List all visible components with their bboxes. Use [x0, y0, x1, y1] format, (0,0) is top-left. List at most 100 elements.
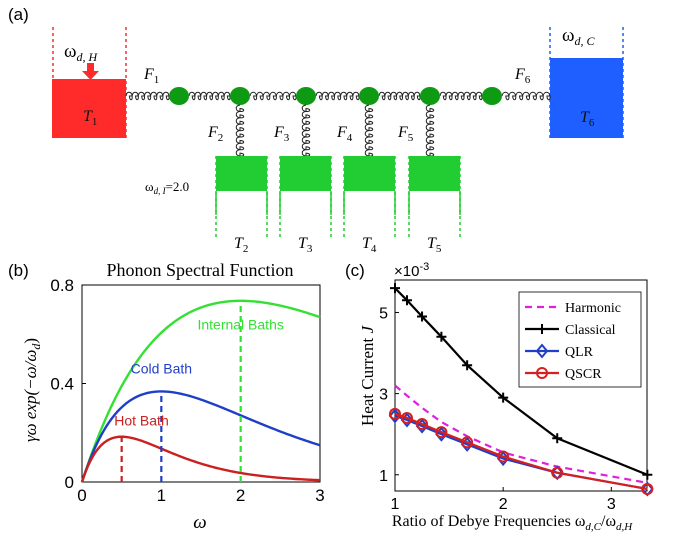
chart-b-xtick-label: 0 [77, 486, 86, 505]
chart-c-point-classical [417, 311, 428, 322]
internal-bath-fill-5 [409, 156, 460, 191]
internal-bath-fill-3 [280, 156, 331, 191]
chart-c-point-classical [552, 433, 563, 444]
chart-b-xtick-label: 1 [157, 486, 166, 505]
mass-2 [230, 87, 250, 105]
chart-b-ytick-label: 0.4 [50, 375, 74, 394]
panel-b-label: (b) [8, 261, 29, 280]
spring-f1 [125, 91, 170, 101]
chart-b-xlabel: ω [193, 512, 206, 533]
chart-c-ylabel: Heat Current J [358, 325, 377, 427]
chart-c-line-qscr [394, 412, 648, 491]
chart-b-axes-box [81, 284, 321, 483]
spring-label-f3: F3 [273, 124, 290, 144]
chart-c-xtick-label: 3 [607, 496, 616, 513]
chart-b-annotation: Cold Bath [131, 361, 192, 377]
internal-bath-temp-2: T2 [234, 235, 248, 255]
spring-label-f2: F2 [207, 124, 223, 144]
internal-bath-fill-2 [216, 156, 267, 191]
chart-c-ytick-label: 3 [379, 387, 388, 404]
chart-b-series-internal-baths [80, 299, 321, 483]
chart-c-legend-marker [537, 324, 547, 334]
hot-bath: ωd, H T1 [52, 27, 127, 138]
hot-bath-fill [53, 79, 126, 138]
panel-b: (b) Phonon Spectral Function 0 1 2 3 0 0.4 0.8… [8, 260, 325, 533]
spring-label-f6: F6 [514, 66, 531, 86]
chart-b-ytick-label: 0.8 [50, 276, 74, 295]
chart-c-point-qscr [401, 411, 414, 424]
chart-c-series-qscr [389, 407, 654, 495]
chart-c-point-classical [402, 295, 413, 306]
chart-b: 0 1 2 3 0 0.4 0.8 Internal Baths Cold Bath Hot Ba… [50, 276, 324, 505]
chart-c-xlabel: Ratio of Debye Frequencies ωd,C/ωd,H [392, 513, 633, 533]
chart-c-point-classical [642, 469, 653, 480]
spring-chain-5 [439, 91, 483, 101]
cold-bath-frequency: ωd, C [562, 25, 596, 48]
chart-b-annotation: Hot Bath [114, 412, 168, 428]
spring-label-f1: F1 [143, 66, 159, 86]
panel-a-label: (a) [8, 5, 29, 24]
chart-c-ytick-label: 5 [379, 305, 388, 322]
spring-f6 [501, 91, 551, 101]
internal-bath-frequency: ωd, I=2.0 [145, 179, 189, 196]
cold-bath-temp: T6 [580, 109, 595, 129]
internal-bath-2: F2 T2 [207, 104, 268, 255]
cold-bath-fill [550, 58, 623, 138]
internal-bath-temp-5: T5 [427, 235, 442, 255]
chart-b-annotation: Internal Baths [197, 316, 283, 332]
panel-c-label: (c) [345, 261, 365, 280]
mass-6 [482, 87, 502, 105]
spring-f4 [364, 104, 374, 157]
chart-c-legend-marker [536, 367, 548, 379]
panel-c: (c) ×10-3 1 2 3 1 3 5 Harmonic Classical QLR QSCR… [345, 261, 654, 533]
chart-c-legend-label: QSCR [565, 367, 602, 382]
chart-b-xtick-label: 3 [315, 486, 324, 505]
chart-b-ylabel: γω exp(−ω/ωd) [21, 338, 43, 442]
internal-bath-5: F5 T5 [397, 104, 461, 255]
heat-input-arrow-head [82, 71, 99, 80]
spring-chain-1 [188, 91, 231, 101]
chart-b-xtick-label: 2 [236, 486, 245, 505]
mass-3 [296, 87, 316, 105]
chart-c-legend-label: QLR [565, 345, 594, 360]
chart-b-ytick-label: 0 [65, 473, 74, 492]
internal-bath-fill-4 [344, 156, 395, 191]
chart-c-point-qscr [435, 426, 448, 439]
chart-c-line-harmonic [394, 384, 648, 484]
spring-label-f5: F5 [397, 124, 414, 144]
mass-1 [169, 87, 189, 105]
chart-c-point-qlr [415, 418, 429, 434]
chart-c-point-qscr [551, 466, 564, 479]
internal-bath-3: F3 T3 [273, 104, 332, 255]
spring-chain-2 [249, 91, 297, 101]
chart-c: 1 2 3 1 3 5 Harmonic Classical QLR QSCR [379, 279, 654, 513]
chart-c-legend-marker [535, 343, 549, 359]
chart-c-ytick-label: 1 [379, 468, 388, 485]
chart-c-xtick-label: 2 [499, 496, 508, 513]
chart-c-point-qscr [497, 450, 510, 463]
spring-f3 [301, 104, 311, 157]
internal-baths: F2 T2 F3 T3 F4 T4 F5 T5 [207, 104, 461, 255]
heat-input-arrow-stem [87, 63, 94, 71]
chart-b-series-hot-bath [80, 435, 321, 483]
spring-chain-4 [378, 91, 421, 101]
chart-c-legend-label: Classical [565, 323, 616, 338]
chart-c-point-classical [436, 331, 447, 342]
hot-bath-frequency: ωd, H [64, 41, 99, 64]
spring-chain-3 [315, 91, 360, 101]
chart-c-point-qscr [641, 482, 654, 495]
chart-c-series-harmonic [394, 384, 648, 484]
internal-bath-temp-3: T3 [298, 235, 313, 255]
chart-c-point-qlr [460, 436, 474, 452]
spring-label-f4: F4 [336, 124, 353, 144]
internal-bath-4: F4 T4 [336, 104, 396, 255]
hot-bath-temp: T1 [83, 108, 97, 128]
mass-4 [359, 87, 379, 105]
cold-bath: ωd, C T6 [549, 25, 624, 138]
chart-c-legend-label: Harmonic [565, 301, 621, 316]
chart-c-legend: Harmonic Classical QLR QSCR [518, 291, 642, 388]
chart-c-line-classical [394, 287, 648, 476]
chart-c-point-qscr [389, 407, 401, 420]
